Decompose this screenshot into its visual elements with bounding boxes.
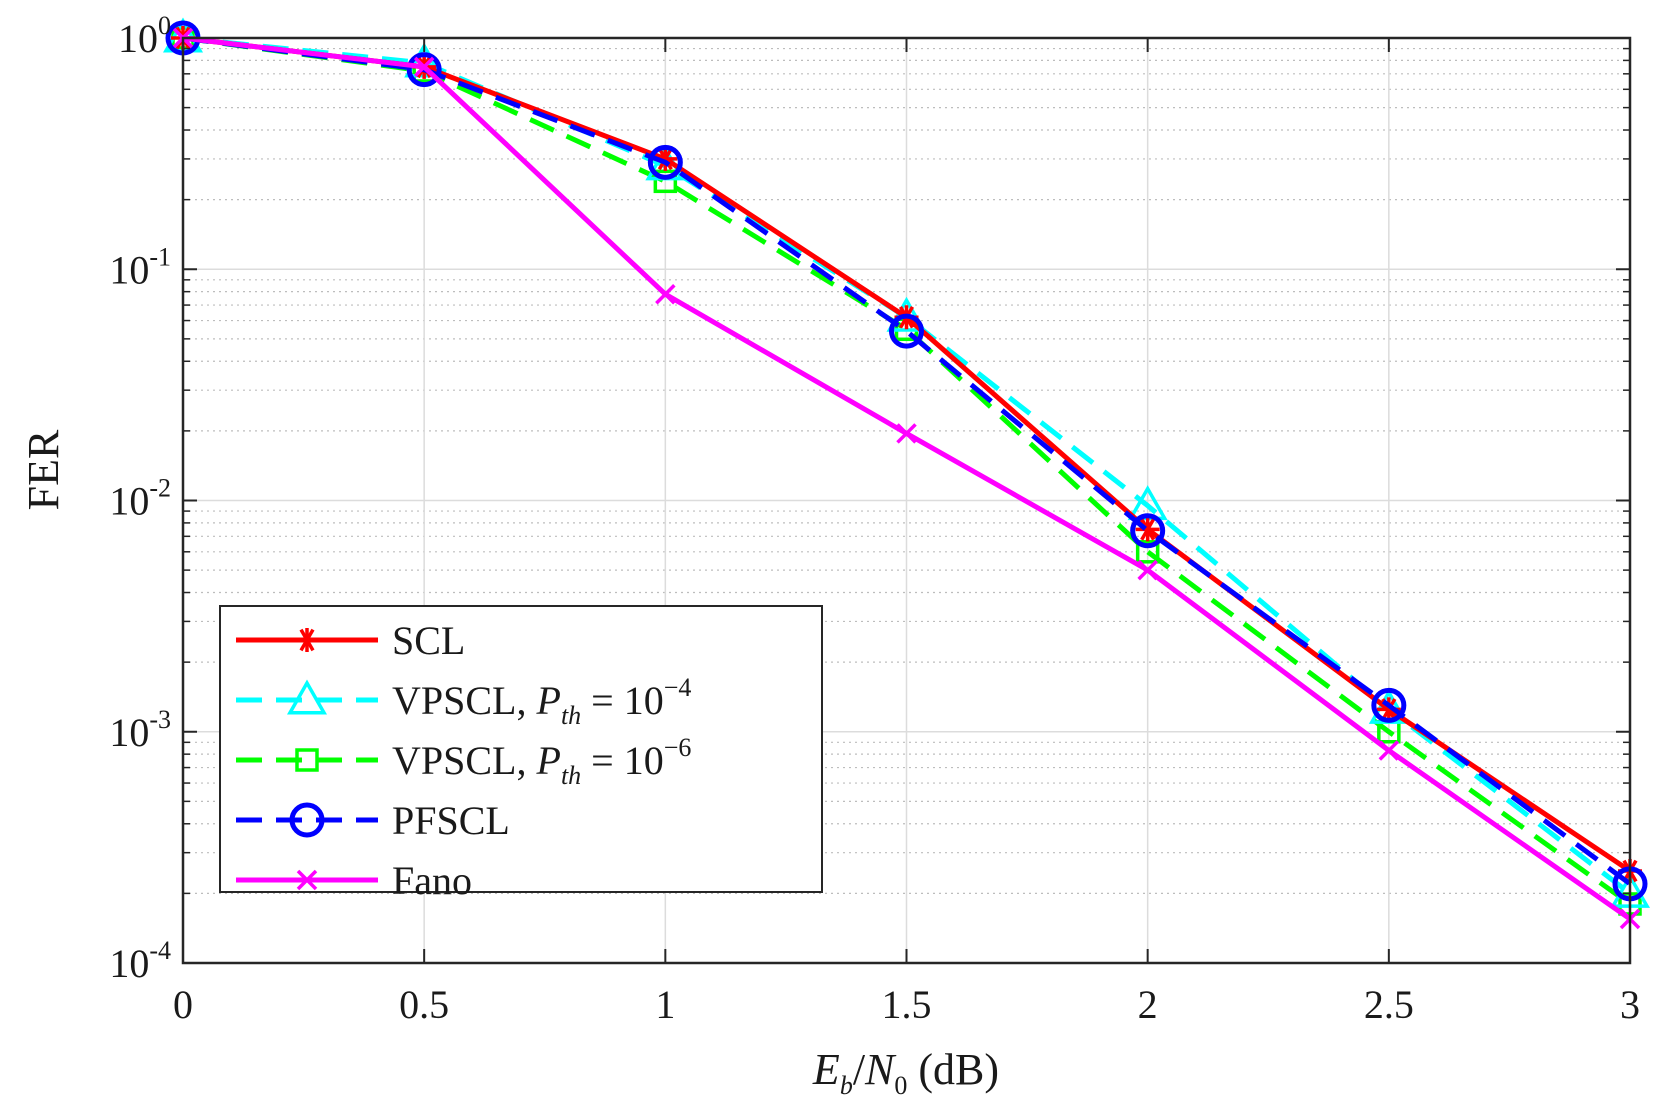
y-tick-label: 10-3 — [109, 705, 171, 755]
x-tick-label: 1 — [655, 982, 675, 1027]
data-point-marker — [889, 313, 924, 349]
data-point-marker — [647, 144, 683, 180]
triangle-shape — [886, 296, 927, 332]
circle-shape — [889, 313, 924, 349]
data-point-marker — [286, 679, 328, 715]
series-layer — [162, 17, 1651, 930]
legend-label-vpscl-6: VPSCL, Pth = 10−6 — [392, 733, 691, 790]
square-shape — [295, 748, 319, 772]
y-tick-label: 10-1 — [109, 242, 171, 292]
x-tick-label: 1.5 — [882, 982, 932, 1027]
x-stroke — [1378, 740, 1400, 761]
y-tick-labels: 100 10-1 10-2 10-3 10-4 — [109, 11, 171, 986]
legend-samples — [236, 628, 378, 891]
data-point-marker — [1137, 559, 1158, 581]
y-axis-label: FER — [19, 429, 68, 510]
data-point-marker — [653, 169, 678, 194]
circle-shape — [406, 52, 442, 88]
circle-shape — [289, 802, 325, 838]
x-tick-label: 2.5 — [1364, 982, 1414, 1027]
data-point-marker — [1378, 740, 1400, 761]
x-tick-label: 0.5 — [399, 982, 449, 1027]
data-point-marker — [295, 748, 319, 772]
data-point-marker — [1135, 517, 1160, 542]
ticks — [182, 37, 1631, 964]
x-tick-label: 0 — [173, 982, 193, 1027]
data-point-marker — [296, 869, 318, 891]
x-stroke — [1137, 559, 1158, 581]
data-point-marker — [655, 283, 676, 305]
series-fano — [172, 27, 1641, 930]
data-point-marker — [1135, 540, 1160, 564]
square-shape — [1135, 540, 1160, 564]
x-stroke — [655, 283, 676, 305]
x-stroke — [896, 423, 917, 444]
data-point-marker — [289, 802, 325, 838]
data-point-marker — [413, 56, 435, 78]
circle-shape — [647, 144, 683, 180]
data-point-marker — [406, 52, 442, 88]
legend-label-fano: Fano — [392, 858, 472, 903]
legend-label-pfscl: PFSCL — [392, 798, 510, 843]
x-tick-label: 3 — [1620, 982, 1640, 1027]
legend-label-scl: SCL — [392, 618, 465, 663]
x-tick-labels: 0 0.5 1 1.5 2 2.5 3 — [173, 982, 1640, 1027]
legend-box — [219, 605, 823, 893]
legend: SCL VPSCL, Pth = 10−4 VPSCL, Pth = 10−6 … — [219, 605, 823, 903]
legend-label-vpscl-4: VPSCL, Pth = 10−4 — [392, 673, 691, 730]
x-axis-label: Eb/N0 (dB) — [812, 1045, 999, 1100]
x-stroke — [296, 869, 318, 891]
data-point-marker — [896, 423, 917, 444]
data-point-marker — [1130, 513, 1166, 549]
y-tick-label: 100 — [118, 11, 171, 61]
x-tick-label: 2 — [1138, 982, 1158, 1027]
x-stroke — [413, 56, 435, 78]
triangle-shape — [286, 679, 328, 715]
circle-shape — [1371, 687, 1407, 723]
circle-shape — [1130, 513, 1166, 549]
y-tick-label: 10-4 — [109, 936, 171, 986]
y-tick-label: 10-2 — [109, 474, 171, 524]
data-point-marker — [295, 628, 319, 652]
data-point-marker — [1376, 697, 1401, 722]
data-point-marker — [886, 296, 927, 332]
square-shape — [653, 169, 678, 194]
data-point-marker — [1371, 687, 1407, 723]
